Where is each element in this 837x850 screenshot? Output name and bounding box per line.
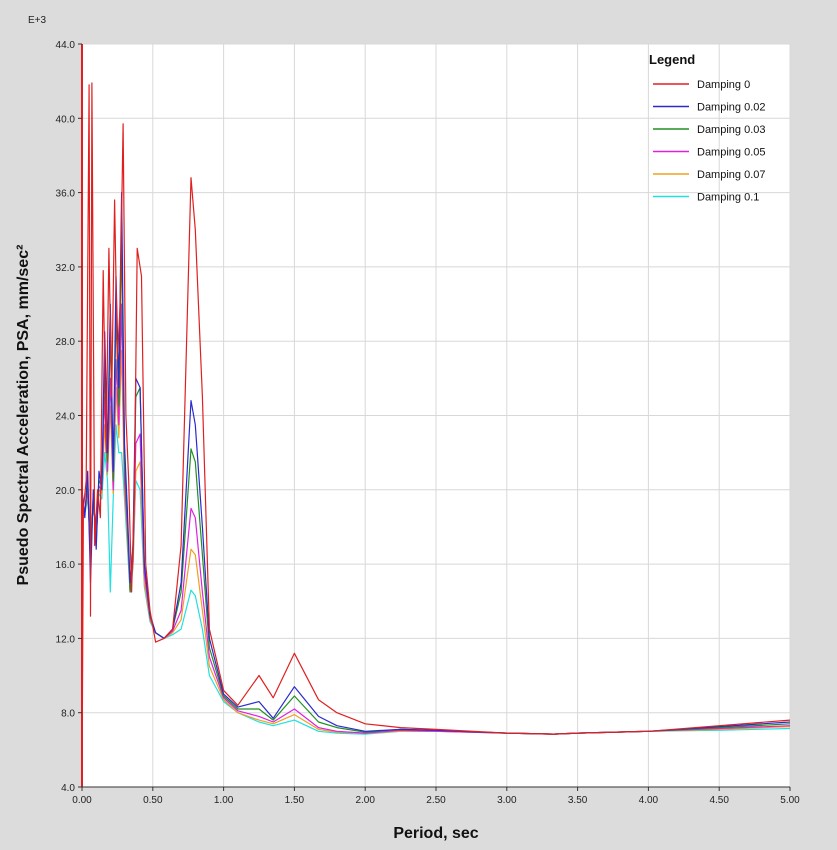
y-tick-label: 4.0 xyxy=(61,783,75,794)
x-tick-labels: 0.00 0.50 1.00 1.50 2.00 2.50 3.00 3.50 4.00 4.50… xyxy=(72,787,800,806)
y-tick-label: 36.0 xyxy=(56,189,76,200)
legend-entry: Damping 0 xyxy=(697,79,750,91)
y-axis-title: Psuedo Spectral Acceleration, PSA, mm/se… xyxy=(15,245,32,586)
legend-entry: Damping 0.03 xyxy=(697,124,766,136)
series-line-damping-0 xyxy=(81,82,791,788)
x-tick-label: 0.00 xyxy=(72,795,92,806)
series-line-damping-0-02 xyxy=(81,192,791,735)
legend-entry: Damping 0.07 xyxy=(697,169,766,181)
y-multiplier-label: E+3 xyxy=(28,15,47,26)
legend-entry: Damping 0.05 xyxy=(697,147,766,159)
y-tick-label: 44.0 xyxy=(56,40,76,51)
x-tick-label: 2.00 xyxy=(355,795,375,806)
x-tick-label: 3.00 xyxy=(497,795,517,806)
x-tick-label: 2.50 xyxy=(426,795,446,806)
x-tick-label: 1.00 xyxy=(214,795,234,806)
x-axis-title: Period, sec xyxy=(393,825,478,842)
x-tick-label: 4.00 xyxy=(639,795,659,806)
y-tick-label: 28.0 xyxy=(56,337,76,348)
y-tick-label: 20.0 xyxy=(56,486,76,497)
y-tick-label: 32.0 xyxy=(56,263,76,274)
y-tick-labels: 4.0 8.0 12.0 16.0 20.0 24.0 28.0 32.0 36.0 40.0 44… xyxy=(56,40,82,794)
x-tick-label: 1.50 xyxy=(285,795,305,806)
y-tick-label: 8.0 xyxy=(61,709,75,720)
legend: Legend Damping 0 Damping 0.02 Damping 0.03… xyxy=(649,52,766,204)
series-group xyxy=(81,82,791,788)
legend-title: Legend xyxy=(649,52,695,67)
x-tick-label: 4.50 xyxy=(709,795,729,806)
y-tick-label: 24.0 xyxy=(56,412,76,423)
x-tick-label: 5.00 xyxy=(780,795,800,806)
legend-entry: Damping 0.1 xyxy=(697,192,759,204)
y-tick-label: 40.0 xyxy=(56,114,76,125)
legend-entry: Damping 0.02 xyxy=(697,102,766,114)
y-tick-label: 16.0 xyxy=(56,560,76,571)
x-tick-label: 3.50 xyxy=(568,795,588,806)
x-tick-label: 0.50 xyxy=(143,795,163,806)
grid xyxy=(81,43,791,788)
y-tick-label: 12.0 xyxy=(56,634,76,645)
